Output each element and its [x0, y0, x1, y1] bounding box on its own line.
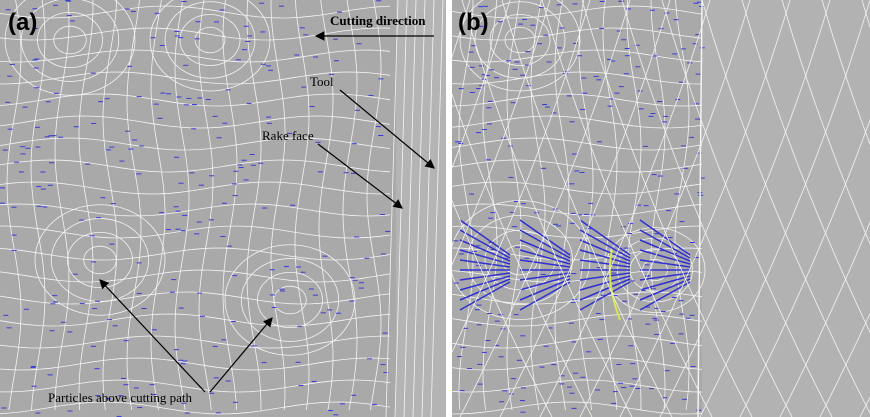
panel-label: (a): [8, 9, 37, 36]
annotation: Particles above cutting path: [48, 390, 193, 405]
tool: [396, 0, 446, 417]
annotation: Rake face: [262, 128, 314, 143]
annotation: Tool: [310, 74, 334, 89]
panel-a: [0, 0, 446, 417]
figure: (a) (b) Cutting direction Tool Rake face…: [0, 0, 870, 417]
tool: [702, 0, 870, 417]
panel-label: (b): [458, 9, 489, 36]
annotation: Cutting direction: [330, 13, 426, 28]
